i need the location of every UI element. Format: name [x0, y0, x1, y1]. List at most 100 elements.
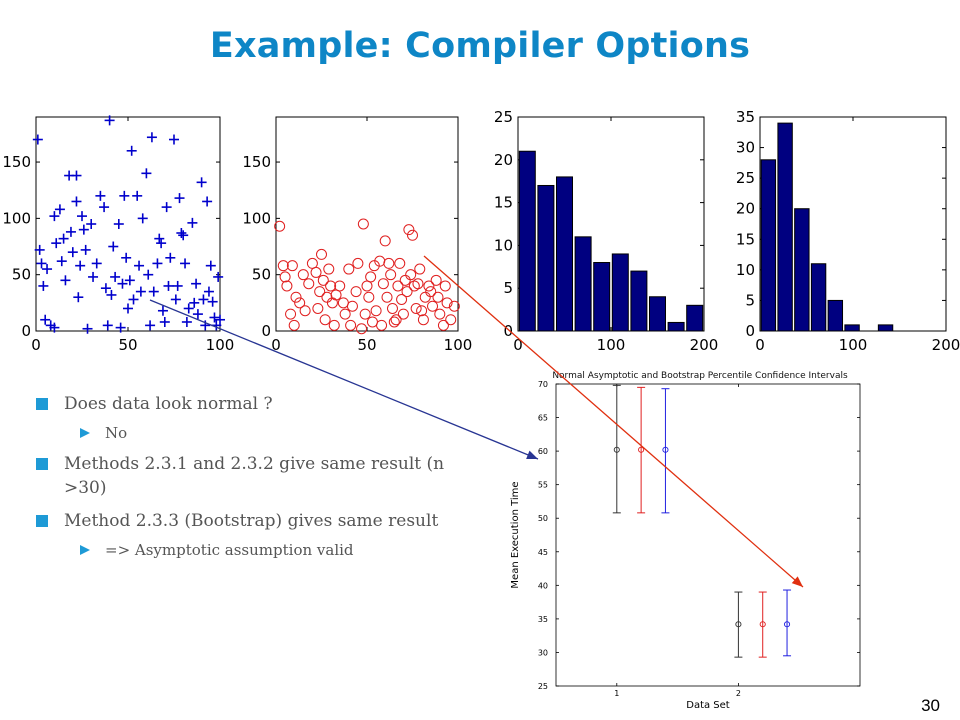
data-point: [88, 271, 99, 282]
data-point: [108, 241, 119, 252]
y-tick-label: 35: [538, 615, 548, 624]
data-point: [115, 322, 126, 333]
data-point: [314, 286, 326, 298]
error-bar: [661, 388, 670, 514]
data-point: [134, 260, 145, 271]
data-point: [403, 224, 415, 236]
data-point: [141, 168, 152, 179]
data-point: [91, 258, 102, 269]
data-point: [394, 257, 406, 269]
data-point: [78, 224, 89, 235]
data-point: [104, 115, 115, 126]
triangle-bullet-icon: [80, 428, 90, 438]
error-bar: [758, 591, 767, 658]
x-tick-label: 50: [118, 336, 137, 354]
data-point: [65, 226, 76, 237]
y-tick-label: 50: [12, 266, 31, 284]
square-bullet-icon: [36, 458, 48, 470]
mean-marker: [735, 621, 742, 628]
data-point: [202, 196, 213, 207]
data-point: [174, 193, 185, 204]
plot-frame: [555, 383, 861, 687]
data-point: [126, 145, 137, 156]
data-point: [323, 263, 335, 275]
data-point: [80, 244, 91, 255]
error-bar: [734, 591, 743, 658]
data-point: [317, 274, 329, 286]
data-point: [191, 278, 202, 289]
bullet-text: Methods 2.3.1 and 2.3.2 give same result…: [64, 454, 445, 498]
data-point: [213, 271, 224, 282]
data-point: [32, 134, 43, 145]
bullet-list: Does data look normal ? No Methods 2.3.1…: [36, 392, 476, 569]
data-point: [325, 280, 337, 292]
sub-bullet-item: No: [36, 423, 476, 443]
data-point: [54, 204, 65, 215]
square-bullet-icon: [36, 398, 48, 410]
data-point: [148, 286, 159, 297]
y-axis-label: Mean Execution Time: [510, 481, 521, 588]
data-point: [36, 258, 47, 269]
data-point: [334, 280, 346, 292]
y-tick-label: 30: [538, 648, 548, 657]
data-point: [49, 322, 60, 333]
data-point: [401, 286, 413, 298]
y-tick-label: 25: [736, 169, 755, 187]
data-point: [163, 280, 174, 291]
data-point: [71, 170, 82, 181]
data-point: [99, 202, 110, 213]
data-point: [124, 275, 135, 286]
bullet-item: Method 2.3.3 (Bootstrap) gives same resu…: [36, 509, 476, 533]
data-point: [343, 263, 355, 275]
error-bar: [783, 589, 792, 657]
data-point: [379, 235, 391, 247]
x-tick-label: 2: [736, 689, 741, 698]
y-tick-label: 100: [2, 209, 31, 227]
mean-marker: [783, 621, 791, 628]
data-point: [38, 280, 49, 291]
data-point: [135, 286, 146, 297]
data-point: [132, 190, 143, 201]
data-point: [161, 202, 172, 213]
data-point: [77, 211, 87, 222]
page-number: 30: [921, 696, 940, 715]
data-point: [40, 314, 51, 325]
y-tick-label: 150: [2, 153, 31, 171]
data-point: [110, 271, 121, 282]
y-tick-label: 100: [242, 209, 271, 227]
y-tick-label: 150: [242, 153, 271, 171]
data-point: [286, 260, 298, 272]
y-tick-label: 25: [538, 682, 548, 691]
data-point: [365, 271, 377, 283]
x-tick-label: 0: [31, 336, 41, 354]
y-tick-label: 15: [736, 230, 755, 248]
data-point: [196, 177, 207, 188]
data-point: [277, 260, 289, 272]
data-point: [357, 218, 369, 230]
data-point: [385, 269, 397, 281]
data-point: [113, 219, 124, 229]
y-tick-label: 10: [494, 236, 513, 254]
y-tick-label: 35: [736, 108, 755, 126]
histogram-bar: [810, 263, 827, 332]
y-tick-label: 65: [538, 414, 548, 423]
y-tick-label: 20: [736, 200, 755, 218]
data-point: [176, 228, 187, 239]
y-tick-label: 25: [494, 108, 513, 126]
data-point: [392, 280, 404, 292]
sub-bullet-item: => Asymptotic assumption valid: [36, 540, 476, 560]
data-point: [56, 256, 67, 267]
data-point: [95, 190, 106, 201]
data-point: [60, 275, 71, 286]
error-bar: [612, 384, 621, 514]
data-point: [146, 132, 157, 143]
y-tick-label: 20: [494, 151, 513, 169]
data-point: [274, 220, 286, 232]
data-point: [100, 283, 111, 294]
data-point: [67, 247, 78, 258]
data-point: [34, 244, 45, 255]
data-point: [180, 258, 191, 269]
error-bar: [637, 386, 646, 514]
